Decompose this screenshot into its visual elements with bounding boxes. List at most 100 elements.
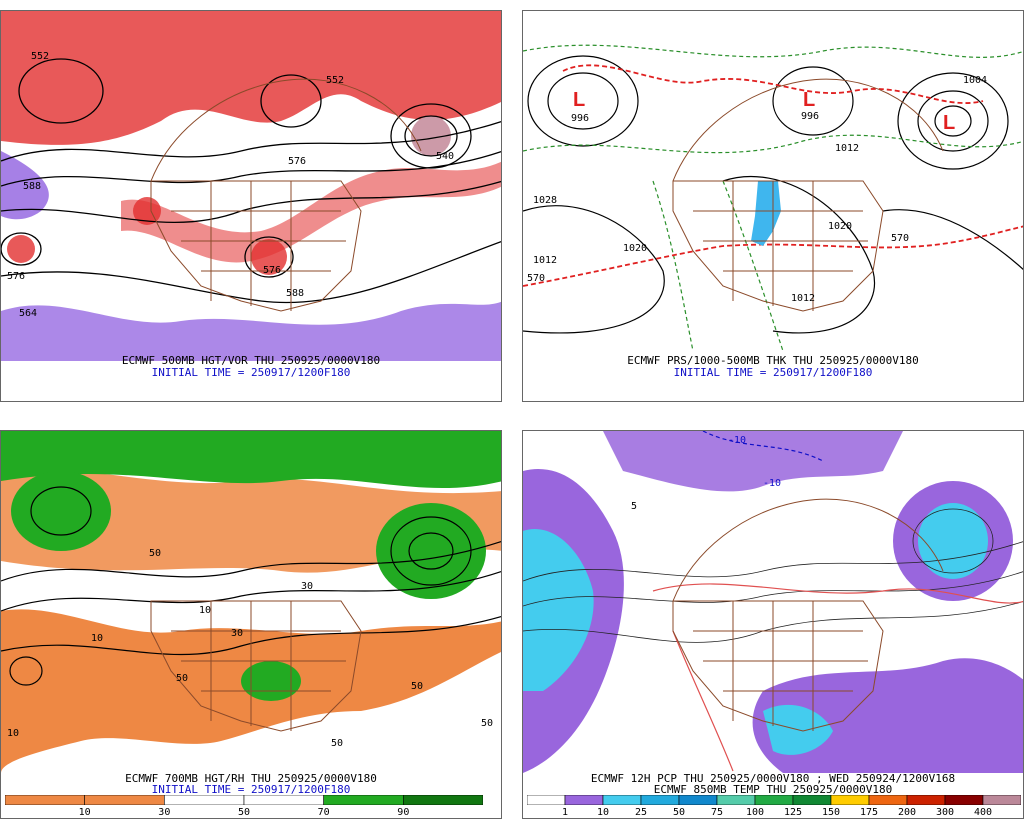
- scale-swatch: [830, 795, 870, 805]
- political-borders: [672, 498, 944, 732]
- panel-caption-title: ECMWF 500MB HGT/VOR THU 250925/0000V180: [121, 354, 381, 367]
- contour-label: 540: [436, 151, 454, 162]
- contour-label: 576: [263, 265, 281, 276]
- contour-label: 996: [571, 113, 589, 124]
- scale-swatch: [164, 795, 245, 805]
- scale-tick-label: 1: [561, 807, 569, 818]
- precip-region-north: [603, 431, 903, 492]
- contour-label: 588: [23, 181, 41, 192]
- low-marker: L: [943, 112, 955, 134]
- panel-500mb-hgt-vor: 552 576 588 564 576 552 540 576 588 ECMW…: [0, 10, 502, 402]
- scale-swatch: [678, 795, 718, 805]
- scale-tick-label: 10: [78, 807, 91, 818]
- contour-label: 50: [176, 673, 188, 684]
- scale-swatch: [906, 795, 946, 805]
- height-contours: [1, 58, 501, 304]
- scale-swatch: [754, 795, 794, 805]
- contour-labels: 50 10 30 50 10 50 30 50 10 50: [7, 548, 493, 749]
- low-marker: L: [803, 89, 815, 111]
- contour-label: 576: [288, 156, 306, 167]
- map-700mb-hgt-rh: 50 10 30 50 10 50 30 50 10 50: [1, 431, 501, 773]
- panel-caption-subtitle: ECMWF 850MB TEMP THU 250925/0000V180: [653, 783, 893, 796]
- rh-moist-region-north: [1, 431, 501, 489]
- low-marker: L: [573, 89, 585, 111]
- contour-label: 588: [286, 288, 304, 299]
- scale-tick-label: 400: [973, 807, 993, 818]
- contour-label: 10: [199, 605, 211, 616]
- political-borders: [672, 78, 944, 312]
- panel-caption-initial-time: INITIAL TIME = 250917/1200F180: [673, 366, 873, 379]
- scale-tick-label: 150: [821, 807, 841, 818]
- scale-swatch: [982, 795, 1021, 805]
- panel-caption-title: ECMWF 12H PCP THU 250925/0000V180 ; WED …: [590, 772, 956, 785]
- contour-label: 1012: [791, 293, 815, 304]
- panel-caption-initial-time: INITIAL TIME = 250917/1200F180: [151, 783, 351, 796]
- contour-label: 552: [31, 51, 49, 62]
- panel-pcp-850mb-temp: -10 -10 5 ECMWF 12H PCP THU 250925/0000V…: [522, 430, 1024, 819]
- precip-region-pacific-heavy: [523, 529, 594, 691]
- panel-700mb-hgt-rh: 50 10 30 50 10 50 30 50 10 50 ECMWF 700M…: [0, 430, 502, 819]
- scale-tick-label: 125: [783, 807, 803, 818]
- contour-label: 50: [331, 738, 343, 749]
- contour-label: 30: [231, 628, 243, 639]
- contour-label: 50: [481, 718, 493, 729]
- contour-label: 564: [19, 308, 37, 319]
- political-borders: [150, 600, 362, 732]
- contour-label: 1004: [963, 75, 987, 86]
- pcp-color-scale: 1 10 25 50 75 100 125 150 175 200 300 400: [527, 795, 1021, 818]
- contour-label: 570: [891, 233, 909, 244]
- contour-label: 1012: [835, 143, 859, 154]
- contour-label: 50: [411, 681, 423, 692]
- scale-tick-label: 90: [397, 807, 410, 818]
- scale-swatch: [640, 795, 680, 805]
- rh-scale-bar: [5, 795, 483, 805]
- rh-dry-region-north: [1, 468, 501, 573]
- temperature-contours-warm: [652, 583, 1023, 772]
- vorticity-region-band: [121, 161, 501, 263]
- vorticity-center-plains: [251, 239, 287, 275]
- thickness-cold: [523, 44, 1023, 352]
- contour-label: 10: [91, 633, 103, 644]
- rh-moist-south: [241, 661, 301, 701]
- scale-tick-label: 25: [634, 807, 648, 818]
- thickness-warm: [523, 64, 1023, 287]
- panel-caption-title: ECMWF 700MB HGT/RH THU 250925/0000V180: [125, 772, 377, 785]
- map-prs-thickness: L L L 996 1020 1012 1028 1020 996 1012 5…: [523, 11, 1023, 361]
- scale-swatch: [716, 795, 756, 805]
- vorticity-center-pacific: [7, 235, 35, 263]
- contour-label: 1020: [828, 221, 852, 232]
- political-borders: [150, 78, 422, 312]
- contour-label: 10: [7, 728, 19, 739]
- vorticity-region-north: [1, 11, 501, 145]
- contour-labels: -10 -10 5: [631, 435, 781, 512]
- contour-label: 50: [149, 548, 161, 559]
- contour-label: 996: [801, 111, 819, 122]
- panel-caption-title: ECMWF PRS/1000-500MB THK THU 250925/0000…: [627, 354, 919, 367]
- contour-label: 552: [326, 75, 344, 86]
- map-pcp-850mb-temp: -10 -10 5: [523, 431, 1023, 773]
- contour-label: 570: [527, 273, 545, 284]
- map-500mb-hgt-vor: 552 576 588 564 576 552 540 576 588: [1, 11, 501, 361]
- scale-tick-label: 50: [237, 807, 251, 818]
- temperature-contours-cold: [702, 431, 824, 462]
- scale-swatch: [5, 795, 85, 805]
- contour-labels: 552 576 588 564 576 552 540 576 588: [7, 51, 454, 319]
- scale-tick-label: 30: [158, 807, 171, 818]
- contour-label: 576: [7, 271, 25, 282]
- scale-tick-label: 50: [672, 807, 686, 818]
- panel-prs-thickness: L L L 996 1020 1012 1028 1020 996 1012 5…: [522, 10, 1024, 402]
- scale-swatch: [403, 795, 483, 805]
- scale-swatch: [868, 795, 908, 805]
- panel-caption-initial-time: INITIAL TIME = 250917/1200F180: [151, 366, 351, 379]
- scale-tick-label: 300: [935, 807, 955, 818]
- rh-moist-west: [11, 471, 111, 551]
- negative-vorticity-south: [1, 301, 501, 361]
- precip-region-atlantic-heavy: [918, 503, 988, 579]
- contour-labels: 996 1020 1012 1028 1020 996 1012 570 101…: [527, 75, 987, 304]
- rh-color-scale: 10 30 50 70 90: [5, 795, 483, 818]
- contour-label: 30: [301, 581, 313, 592]
- scale-tick-label: 175: [859, 807, 879, 818]
- contour-label: 1012: [533, 255, 557, 266]
- scale-tick-label: 200: [897, 807, 917, 818]
- pcp-scale-bar: [527, 795, 1021, 805]
